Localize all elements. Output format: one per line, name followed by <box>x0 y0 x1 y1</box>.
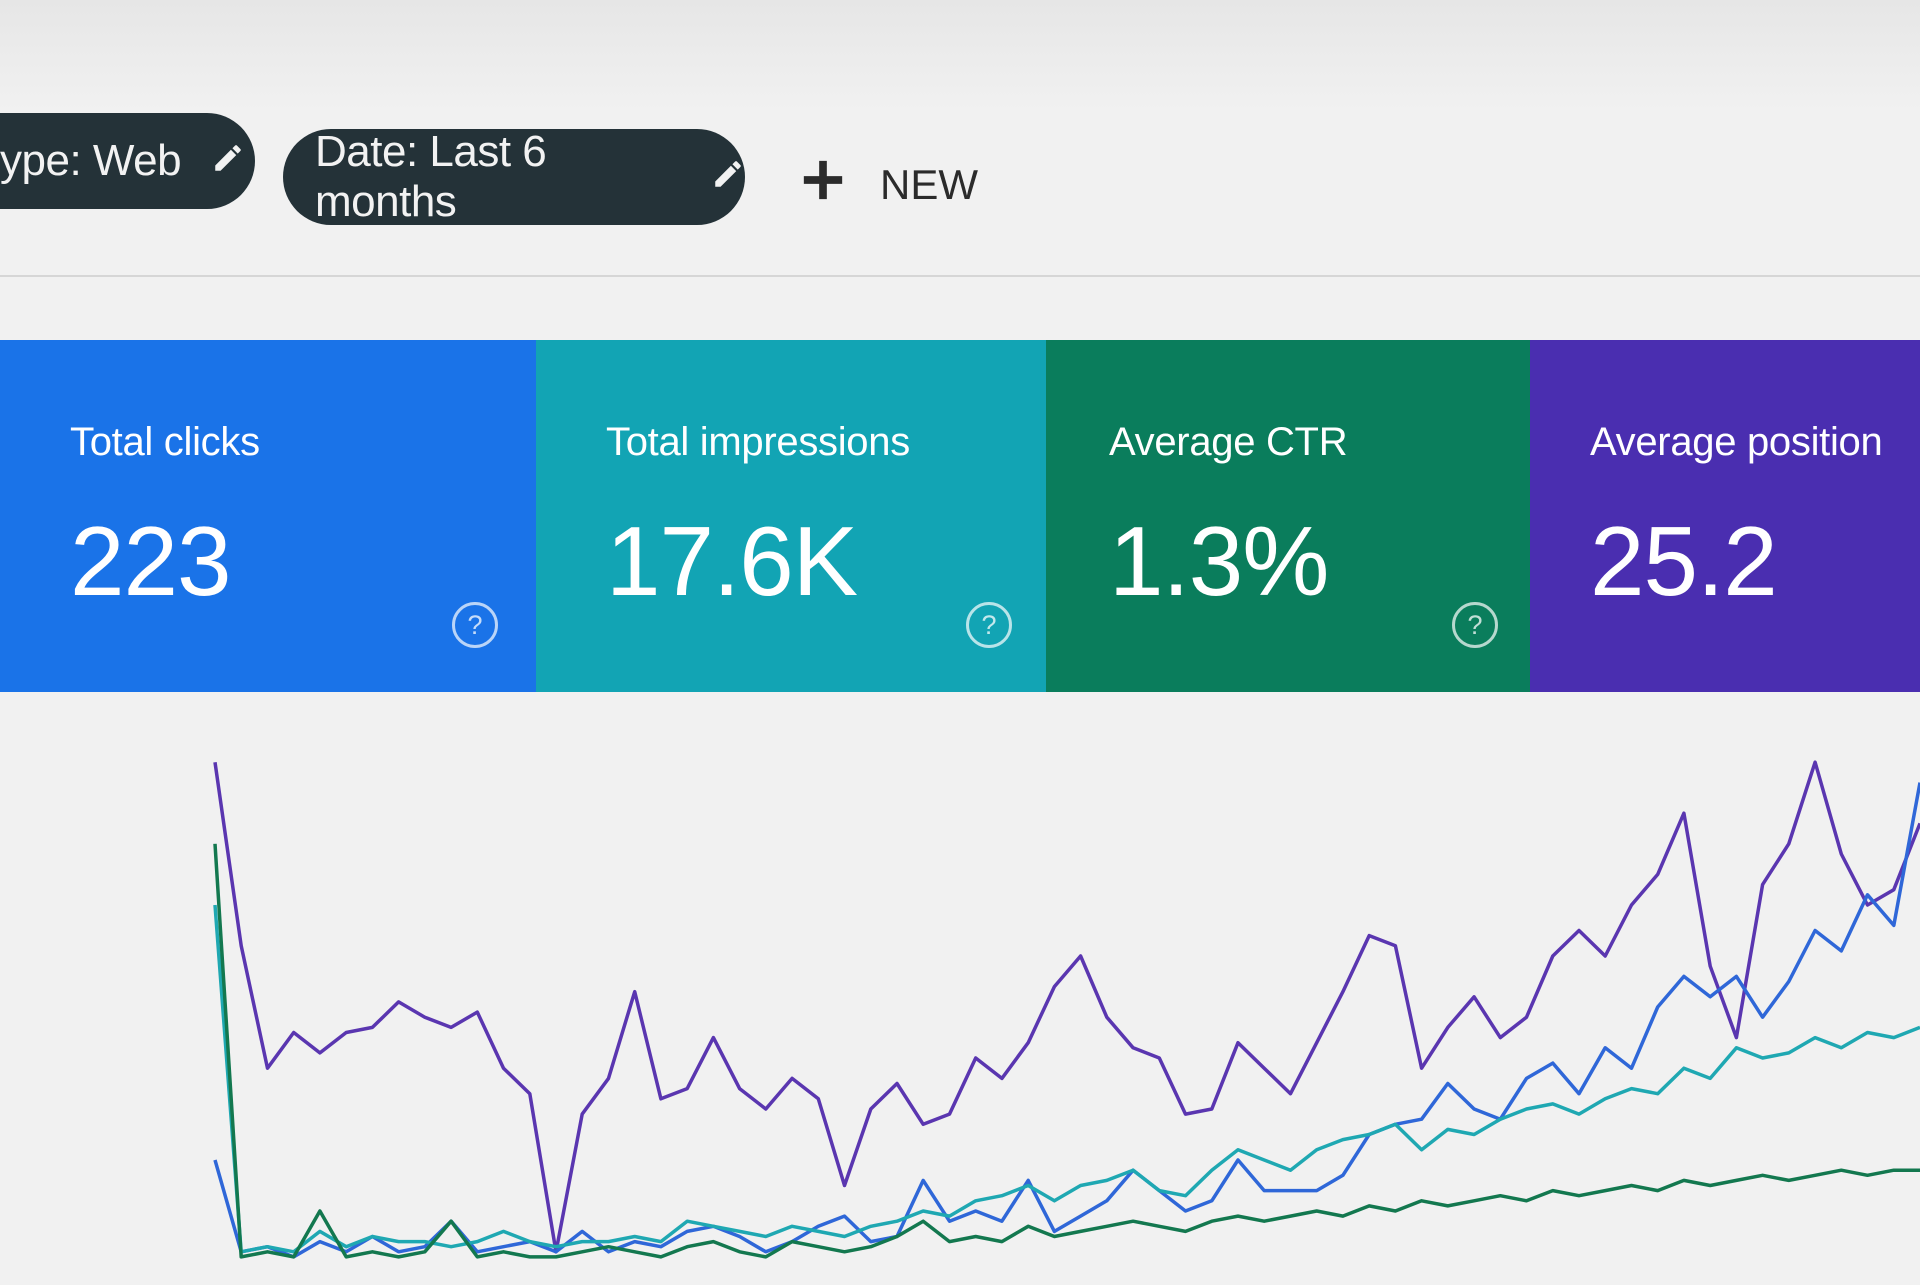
metric-label: Average CTR <box>1109 420 1348 464</box>
new-filter-button[interactable]: NEW <box>800 150 978 220</box>
new-filter-label: NEW <box>880 161 978 208</box>
chart-line-impressions <box>213 904 1920 1254</box>
question-circle-icon[interactable]: ? <box>966 602 1012 648</box>
pencil-icon[interactable] <box>211 136 245 186</box>
chart-line-ctr <box>213 843 1920 1259</box>
metric-value: 17.6K <box>606 506 858 616</box>
metric-cards: Total clicks 223 ? Total impressions 17.… <box>0 340 1920 692</box>
performance-chart-svg <box>213 760 1920 1259</box>
metric-label: Average position <box>1590 420 1883 464</box>
metric-card-total-impressions[interactable]: Total impressions 17.6K ? <box>536 340 1046 692</box>
filter-chip-date[interactable]: Date: Last 6 months <box>283 127 745 226</box>
filter-chip-date-label: Date: Last 6 months <box>315 127 547 226</box>
filter-chip-search-type-label: ype: Web <box>0 136 182 185</box>
chart-line-position <box>213 760 1920 1254</box>
metric-label: Total impressions <box>606 420 910 464</box>
window-top-edge <box>0 0 1920 110</box>
metric-value: 223 <box>70 506 232 616</box>
filter-chip-search-type[interactable]: ype: Web <box>0 113 255 209</box>
pencil-icon[interactable] <box>711 152 745 202</box>
chart-line-clicks <box>213 782 1920 1259</box>
performance-chart <box>0 692 1920 1280</box>
question-circle-icon[interactable]: ? <box>452 602 498 648</box>
metric-card-average-position[interactable]: Average position 25.2 <box>1530 340 1920 692</box>
plus-icon <box>800 157 846 213</box>
filter-bar <box>0 105 1920 277</box>
metric-label: Total clicks <box>70 420 260 464</box>
metric-value: 25.2 <box>1590 506 1778 616</box>
metric-card-average-ctr[interactable]: Average CTR 1.3% ? <box>1046 340 1530 692</box>
metric-card-total-clicks[interactable]: Total clicks 223 ? <box>0 340 536 692</box>
question-circle-icon[interactable]: ? <box>1452 602 1498 648</box>
metric-value: 1.3% <box>1109 506 1329 616</box>
